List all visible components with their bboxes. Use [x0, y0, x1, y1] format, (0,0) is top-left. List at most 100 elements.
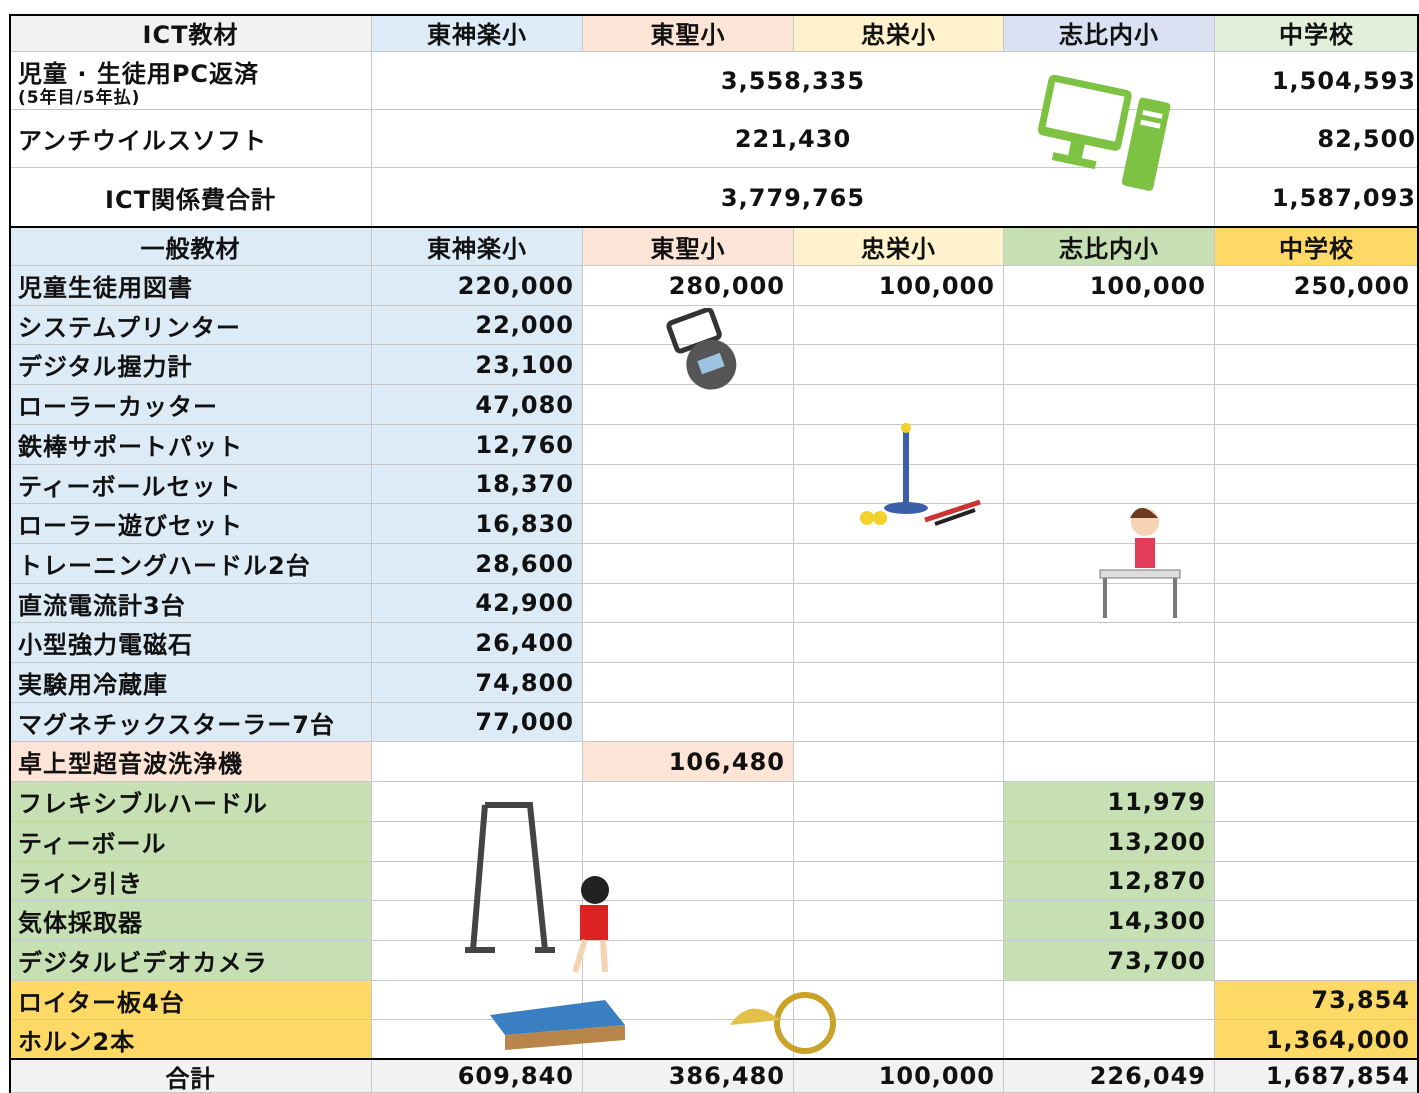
cell-text: 16,830	[475, 509, 574, 538]
value-cell	[1215, 901, 1419, 941]
value-cell	[1004, 663, 1215, 703]
value-cell: 1,504,593	[1215, 52, 1419, 110]
value-cell	[794, 782, 1004, 822]
header-cell: 東聖小	[583, 14, 794, 52]
value-cell: 280,000	[583, 266, 794, 306]
header-cell: 志比内小	[1004, 14, 1215, 52]
value-cell	[1215, 465, 1419, 504]
cell-text: 106,480	[668, 747, 785, 776]
cell-text: 73,854	[1311, 986, 1410, 1014]
border	[10, 1058, 1419, 1060]
value-cell	[794, 345, 1004, 385]
value-cell	[583, 504, 794, 544]
cell-text: ティーボール	[18, 830, 167, 858]
value-cell	[1215, 504, 1419, 544]
value-cell	[583, 385, 794, 425]
cell-text: 1,364,000	[1265, 1025, 1410, 1054]
cell-text: ローラーカッター	[18, 393, 218, 421]
value-cell	[1004, 981, 1215, 1020]
row-label: アンチウイルスソフト	[10, 110, 372, 168]
row-label: フレキシブルハードル	[10, 782, 372, 822]
value-cell	[794, 862, 1004, 901]
row-label: ロイター板4台	[10, 981, 372, 1020]
total-value: 386,480	[583, 1060, 794, 1093]
header-cell: 東神楽小	[372, 228, 583, 266]
value-cell	[583, 465, 794, 504]
row-label: ライン引き	[10, 862, 372, 901]
value-cell: 13,200	[1004, 822, 1215, 862]
row-label: ローラー遊びセット	[10, 504, 372, 544]
cell-text: システムプリンター	[18, 313, 241, 342]
header-cell: 一般教材	[10, 228, 372, 266]
value-cell	[1004, 306, 1215, 345]
value-cell	[1004, 703, 1215, 742]
computer-icon	[1037, 75, 1171, 191]
value-cell	[583, 862, 794, 901]
cell-text: ティーボールセット	[18, 472, 242, 501]
value-cell	[794, 941, 1004, 981]
value-cell: 1,587,093	[1215, 168, 1419, 228]
value-cell	[583, 425, 794, 465]
row-label: ティーボールセット	[10, 465, 372, 504]
header-cell: ICT教材	[10, 14, 372, 52]
value-cell	[1004, 345, 1215, 385]
value-cell	[794, 703, 1004, 742]
cell-text: 東神楽小	[427, 235, 527, 263]
cell-text: 100,000	[878, 271, 995, 300]
row-label: デジタル握力計	[10, 345, 372, 385]
cell-text: 忠栄小	[861, 235, 936, 263]
horn-icon	[730, 992, 836, 1054]
value-cell	[1004, 623, 1215, 663]
cell-text: 220,000	[457, 271, 574, 300]
value-cell: 82,500	[1215, 110, 1419, 168]
cell-text: ロイター板4台	[18, 988, 185, 1017]
cell-text: 14,300	[1107, 906, 1206, 935]
border	[10, 226, 1419, 228]
value-cell	[583, 901, 794, 941]
value-cell	[1215, 703, 1419, 742]
cell-text: 11,979	[1107, 787, 1206, 816]
row-label: システムプリンター	[10, 306, 372, 345]
cell-text: 直流電流計3台	[18, 591, 186, 620]
cell-text: 73,700	[1107, 946, 1206, 975]
border	[1417, 14, 1419, 1093]
row-label: デジタルビデオカメラ	[10, 941, 372, 981]
value-cell	[1215, 345, 1419, 385]
value-cell	[1215, 385, 1419, 425]
value-cell: 106,480	[583, 742, 794, 782]
value-cell	[1215, 862, 1419, 901]
cell-text: デジタル握力計	[18, 353, 193, 381]
value-cell	[583, 703, 794, 742]
cell-text: ホルン2本	[18, 1028, 136, 1056]
value-cell	[1004, 385, 1215, 425]
springboard-icon	[490, 1000, 625, 1050]
value-cell: 47,080	[372, 385, 583, 425]
cell-text: 250,000	[1293, 271, 1410, 300]
cell-text: 中学校	[1279, 21, 1354, 49]
cell-text: 気体採取器	[18, 909, 143, 937]
value-cell	[1215, 941, 1419, 981]
cell-text: 志比内小	[1059, 235, 1159, 263]
cell-text: 東神楽小	[427, 21, 527, 49]
total-value: 100,000	[794, 1060, 1004, 1093]
value-cell	[794, 425, 1004, 465]
value-cell: 18,370	[372, 465, 583, 504]
cell-text: 42,900	[475, 589, 574, 617]
value-cell	[1004, 742, 1215, 782]
hurdle-runner-icon	[1099, 508, 1181, 618]
value-cell: 14,300	[1004, 901, 1215, 941]
total-label: 合計	[10, 1060, 372, 1093]
value-cell	[1215, 623, 1419, 663]
value-cell	[583, 941, 794, 981]
value-cell: 16,830	[372, 504, 583, 544]
value-cell	[583, 822, 794, 862]
cell-text: 100,000	[878, 1062, 995, 1090]
value-cell	[794, 385, 1004, 425]
cell-text: 13,200	[1107, 827, 1206, 856]
header-cell: 忠栄小	[794, 14, 1004, 52]
cell-text: 東聖小	[650, 21, 726, 49]
header-cell: 忠栄小	[794, 228, 1004, 266]
total-value: 1,687,854	[1215, 1060, 1419, 1093]
border	[10, 14, 1419, 16]
cell-text: ライン引き	[18, 869, 143, 898]
